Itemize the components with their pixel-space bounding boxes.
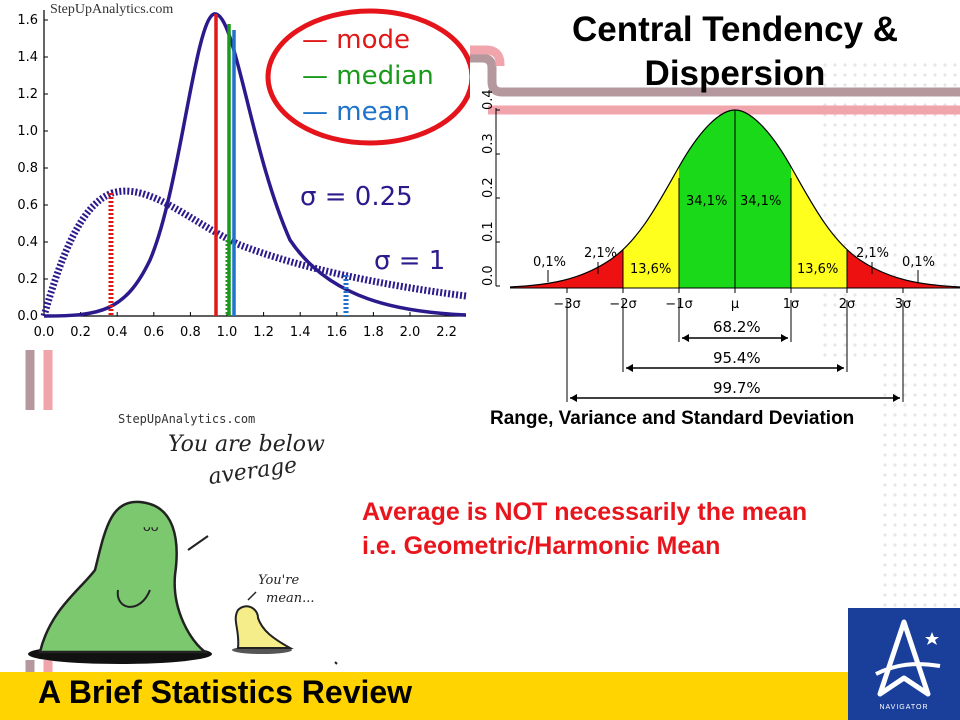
footer-title: A Brief Statistics Review xyxy=(38,674,413,710)
sigma-small-label: σ = 0.25 xyxy=(300,182,413,212)
y-tick-label: 0.8 xyxy=(17,161,38,176)
small-yellow-blob xyxy=(234,605,294,649)
range-label-95: 95.4% xyxy=(713,349,761,367)
y-tick-label: 0.6 xyxy=(17,198,38,213)
speech-small-line-2: mean... xyxy=(266,591,315,606)
band-label-136-right: 13,6% xyxy=(797,262,839,277)
skewed-distribution-chart: 1.6 1.4 1.2 1.0 0.8 0.6 0.4 0.2 0.0 0.0 0.2 0.4 0.6… xyxy=(17,8,470,340)
range-label-99: 99.7% xyxy=(713,379,761,397)
slide-title: Central Tendency & Dispersion xyxy=(510,8,960,96)
normal-y-tick-label: 0.4 xyxy=(481,90,496,110)
note-line-2: i.e. Geometric/Harmonic Mean xyxy=(362,532,721,560)
big-green-blob xyxy=(38,500,209,654)
speech-pointer-big xyxy=(187,535,209,551)
notes: Average is NOT necessarily the mean i.e.… xyxy=(362,495,807,563)
y-tick-label: 0.2 xyxy=(17,272,38,287)
band-label-tail-left: 0,1% xyxy=(533,255,567,270)
note-line-1: Average is NOT necessarily the mean xyxy=(362,498,808,526)
navigator-logo: NAVIGATOR xyxy=(848,608,960,720)
normal-y-tick-label: 0.0 xyxy=(481,265,496,286)
x-tick-label: 2.2 xyxy=(436,325,457,340)
chart-watermark: StepUpAnalytics.com xyxy=(50,2,174,17)
band-label-tail-right: 0,1% xyxy=(902,255,936,270)
legend-mean: — mean xyxy=(302,97,410,127)
x-tick-label: 0.8 xyxy=(180,325,201,340)
range-label-68: 68.2% xyxy=(713,318,761,336)
speech-small-line-1: You're xyxy=(258,573,300,588)
curve-sigma-1 xyxy=(40,187,467,317)
y-tick-label: 1.2 xyxy=(17,87,38,102)
x-tick-label: 0.4 xyxy=(107,325,128,340)
y-tick-label: 1.0 xyxy=(17,124,38,139)
cartoon-illustration xyxy=(28,500,338,665)
navigator-logo-text: NAVIGATOR xyxy=(879,704,929,711)
legend: — mode — median — mean xyxy=(302,22,434,130)
normal-x-tick-label: μ xyxy=(731,297,739,312)
x-tick-label: 2.0 xyxy=(400,325,421,340)
legend-mode: — mode xyxy=(302,25,410,55)
legend-highlight-circle xyxy=(265,8,470,146)
big-blob-mouth: ᴗᴗ xyxy=(143,518,159,534)
normal-y-tick-label: 0.2 xyxy=(481,177,496,198)
speech-big-line-1: You are below xyxy=(168,432,325,457)
ground-mark xyxy=(334,661,338,665)
x-tick-label: 0.2 xyxy=(70,325,91,340)
band-label-341-left: 34,1% xyxy=(686,194,728,209)
x-tick-label: 1.2 xyxy=(253,325,274,340)
y-tick-label: 1.4 xyxy=(17,50,38,65)
speech-big: You are below average xyxy=(168,432,325,490)
normal-chart-caption: Range, Variance and Standard Deviation xyxy=(490,408,855,429)
mid-region-left xyxy=(623,110,679,288)
y-tick-label: 0.4 xyxy=(17,235,38,250)
mid-region-right xyxy=(791,110,847,288)
normal-y-tick-label: 0.1 xyxy=(481,221,496,242)
speech-small: You're mean... xyxy=(258,572,315,608)
speech-pointer-small xyxy=(247,591,257,601)
legend-median: — median xyxy=(302,61,434,91)
title-line-2: Dispersion xyxy=(644,54,826,93)
x-tick-label: 1.8 xyxy=(363,325,384,340)
x-tick-label: 1.4 xyxy=(290,325,311,340)
y-tick-label: 0.0 xyxy=(17,309,38,324)
band-label-136-left: 13,6% xyxy=(630,262,672,277)
x-tick-label: 1.0 xyxy=(217,325,238,340)
x-tick-label: 0.0 xyxy=(34,325,55,340)
sigma-large-label: σ = 1 xyxy=(374,246,446,276)
x-tick-label: 1.6 xyxy=(326,325,347,340)
band-label-21-left: 2,1% xyxy=(584,246,618,261)
band-label-341-right: 34,1% xyxy=(740,194,782,209)
footer-bar xyxy=(0,672,960,720)
x-tick-label: 0.6 xyxy=(143,325,164,340)
big-blob-arm xyxy=(116,589,151,608)
normal-distribution-chart: 0.00.10.20.30.4 −3σ −2σ −1σ μ 1σ 2σ 3σ xyxy=(481,90,960,402)
title-line-1: Central Tendency & xyxy=(571,10,899,49)
normal-y-tick-label: 0.3 xyxy=(481,133,496,154)
cartoon-watermark: StepUpAnalytics.com xyxy=(118,412,256,426)
y-tick-label: 1.6 xyxy=(17,13,38,28)
navigator-logo-mark xyxy=(875,619,941,697)
band-label-21-right: 2,1% xyxy=(856,246,890,261)
